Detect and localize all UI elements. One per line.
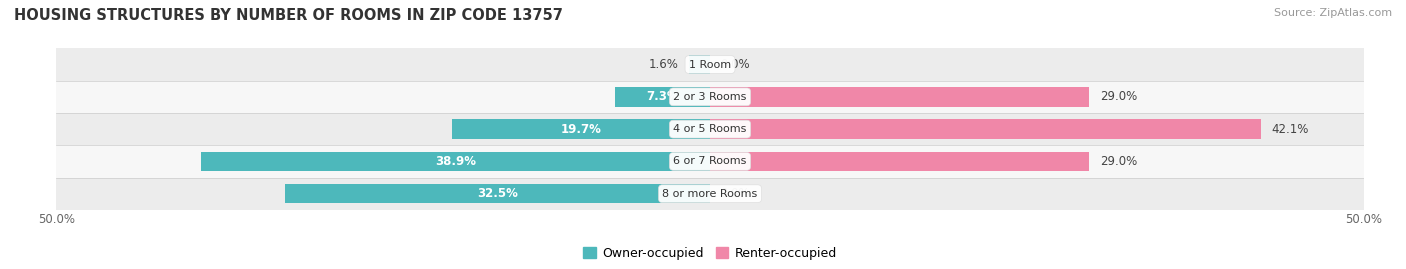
- Text: 38.9%: 38.9%: [436, 155, 477, 168]
- Bar: [710, 87, 1090, 107]
- Legend: Owner-occupied, Renter-occupied: Owner-occupied, Renter-occupied: [578, 242, 842, 265]
- Bar: [285, 184, 710, 203]
- Bar: [710, 152, 1090, 171]
- Bar: [56, 178, 1364, 210]
- Text: 32.5%: 32.5%: [477, 187, 517, 200]
- Text: 0.0%: 0.0%: [720, 187, 751, 200]
- Text: 7.3%: 7.3%: [645, 90, 679, 103]
- Text: HOUSING STRUCTURES BY NUMBER OF ROOMS IN ZIP CODE 13757: HOUSING STRUCTURES BY NUMBER OF ROOMS IN…: [14, 8, 562, 23]
- Bar: [689, 55, 710, 74]
- Text: 0.0%: 0.0%: [720, 58, 751, 71]
- Text: 1 Room: 1 Room: [689, 59, 731, 70]
- Text: 29.0%: 29.0%: [1099, 90, 1137, 103]
- Text: 42.1%: 42.1%: [1271, 123, 1309, 136]
- Text: Source: ZipAtlas.com: Source: ZipAtlas.com: [1274, 8, 1392, 18]
- Text: 29.0%: 29.0%: [1099, 155, 1137, 168]
- Text: 8 or more Rooms: 8 or more Rooms: [662, 189, 758, 199]
- Bar: [614, 87, 710, 107]
- Bar: [56, 145, 1364, 178]
- Bar: [56, 81, 1364, 113]
- Text: 6 or 7 Rooms: 6 or 7 Rooms: [673, 156, 747, 167]
- Bar: [56, 113, 1364, 145]
- Text: 1.6%: 1.6%: [648, 58, 679, 71]
- Bar: [201, 152, 710, 171]
- Bar: [56, 48, 1364, 81]
- Bar: [453, 119, 710, 139]
- Bar: [710, 119, 1261, 139]
- Text: 2 or 3 Rooms: 2 or 3 Rooms: [673, 92, 747, 102]
- Text: 19.7%: 19.7%: [561, 123, 602, 136]
- Text: 4 or 5 Rooms: 4 or 5 Rooms: [673, 124, 747, 134]
